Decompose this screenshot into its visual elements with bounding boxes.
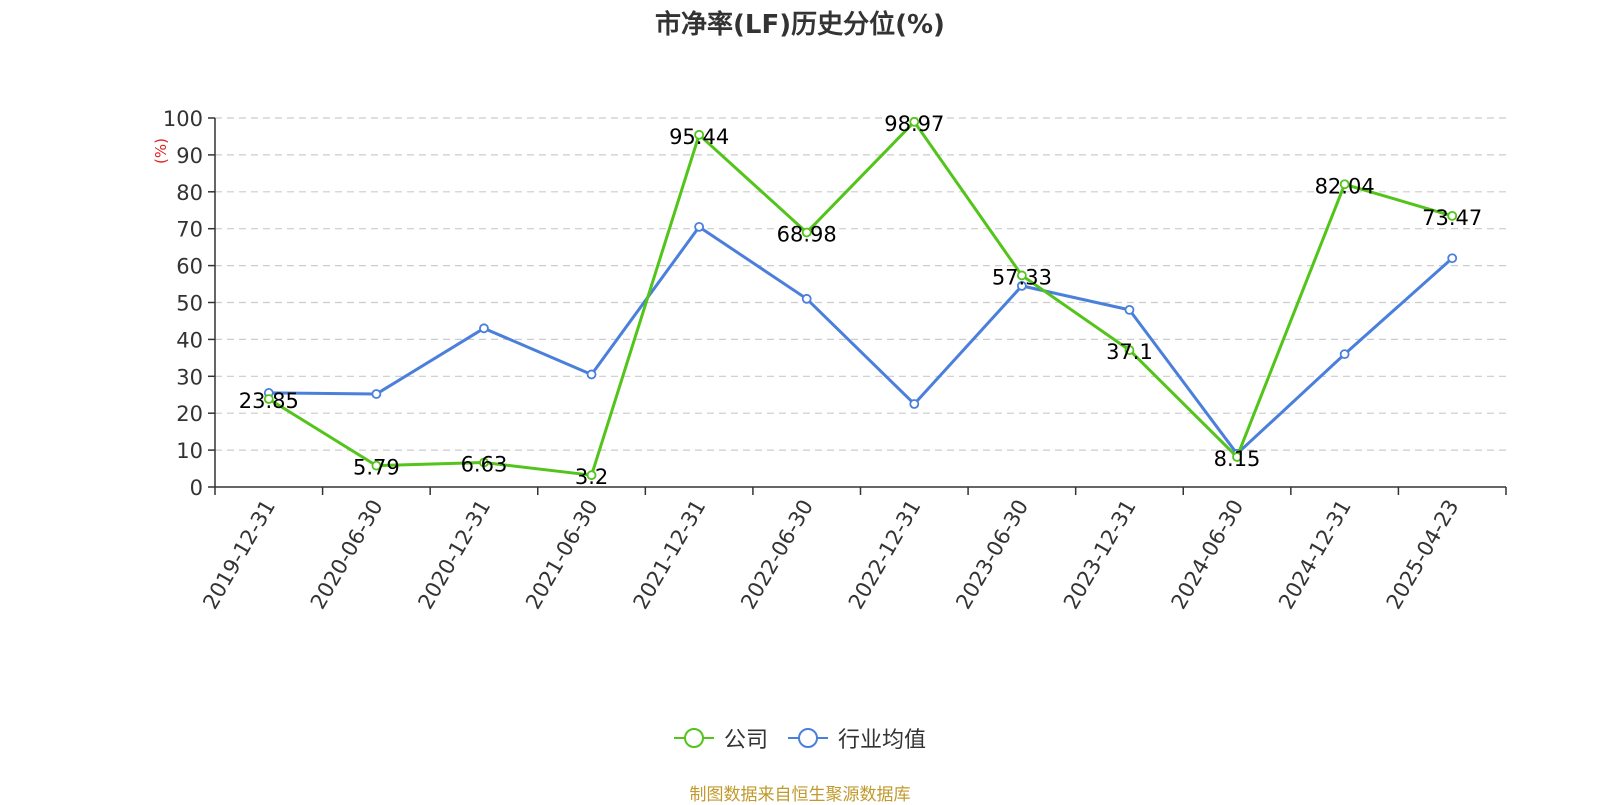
company-point <box>1232 452 1242 462</box>
y-tick-label: 90 <box>176 144 203 168</box>
industry-average-line <box>268 225 1454 456</box>
legend-item-company[interactable]: 公司 <box>673 722 768 754</box>
legend: 公司 行业均值 <box>0 722 1600 754</box>
industry-average-point <box>1124 304 1135 315</box>
company-point <box>263 394 274 404</box>
legend-company-label: 公司 <box>723 728 768 753</box>
company-data-label: 8.15 <box>1214 447 1261 471</box>
y-tick-label: 50 <box>176 292 203 316</box>
y-tick-label: 80 <box>176 181 203 205</box>
legend-industry-marker-icon <box>788 728 828 748</box>
x-tick-label: 2023-06-30 <box>951 496 1033 614</box>
y-tick-label: 0 <box>190 476 203 500</box>
axes: 0 10 20 30 40 50 60 70 80 90 100 2019-12-31 2020-06-… <box>163 107 1507 614</box>
legend-industry-label: 行业均值 <box>838 728 927 753</box>
company-data-label: 3.2 <box>575 465 608 489</box>
company-point <box>1016 270 1027 281</box>
industry-average-point <box>694 221 705 232</box>
company-data-label: 68.98 <box>777 222 837 246</box>
y-tick-label: 10 <box>176 439 203 463</box>
industry-average-point <box>1447 253 1458 264</box>
industry-average-point <box>479 323 489 334</box>
company-point <box>1447 210 1458 221</box>
industry-average-point <box>586 369 597 380</box>
x-tick-label: 2020-12-31 <box>413 496 495 614</box>
y-tick-label: 20 <box>176 402 203 426</box>
company-data-label: 5.79 <box>353 456 400 480</box>
y-tick-label: 40 <box>176 328 203 352</box>
industry-average-point <box>801 293 812 304</box>
industry-average-point <box>909 399 920 409</box>
company-data-label: 95.44 <box>669 125 729 149</box>
company-data-label: 98.97 <box>884 112 944 136</box>
company-data-label: 82.04 <box>1315 174 1375 198</box>
company-point <box>801 227 812 238</box>
x-tick-label: 2024-12-31 <box>1274 496 1356 614</box>
company-point <box>479 457 489 468</box>
x-tick-label: 2024-06-30 <box>1166 496 1248 614</box>
y-tick-label: 100 <box>163 107 203 131</box>
company-point <box>909 116 920 127</box>
x-tick-label: 2021-06-30 <box>521 496 603 614</box>
industry-average-point <box>1016 280 1027 291</box>
x-tick-label: 2023-12-31 <box>1059 496 1141 614</box>
data-labels: 23.85 5.79 6.63 3.2 95.44 68.98 98.97 57.33 37.1… <box>239 112 1483 489</box>
source-note: 制图数据来自恒生聚源数据库 <box>689 785 911 805</box>
x-tick-label: 2021-12-31 <box>629 496 711 614</box>
series <box>263 116 1458 481</box>
grid-lines <box>215 117 1506 451</box>
legend-company-marker-icon <box>673 728 714 748</box>
legend-item-industry-average[interactable]: 行业均值 <box>788 722 926 754</box>
company-point <box>1124 345 1135 356</box>
company-data-label: 23.85 <box>239 389 299 413</box>
chart-title: 市净率(LF)历史分位(%) <box>655 10 945 40</box>
industry-average-point <box>1339 349 1350 360</box>
company-line <box>268 120 1453 477</box>
industry-average-point <box>371 389 382 399</box>
x-tick-label: 2022-12-31 <box>844 496 926 614</box>
company-data-label: 6.63 <box>461 453 508 477</box>
company-point <box>1339 179 1350 190</box>
company-point <box>694 129 705 140</box>
y-tick-label: 70 <box>176 218 203 242</box>
company-data-label: 73.47 <box>1422 206 1482 230</box>
x-tick-label: 2019-12-31 <box>198 496 280 614</box>
company-point <box>371 460 382 471</box>
y-tick-label: 30 <box>176 365 203 389</box>
company-point <box>586 470 597 481</box>
y-tick-label: 60 <box>176 255 203 279</box>
company-data-label: 57.33 <box>992 265 1052 289</box>
x-tick-label: 2020-06-30 <box>306 496 388 614</box>
x-tick-label: 2025-04-23 <box>1382 496 1464 614</box>
x-tick-label: 2022-06-30 <box>736 496 818 614</box>
company-data-label: 37.1 <box>1106 340 1153 364</box>
